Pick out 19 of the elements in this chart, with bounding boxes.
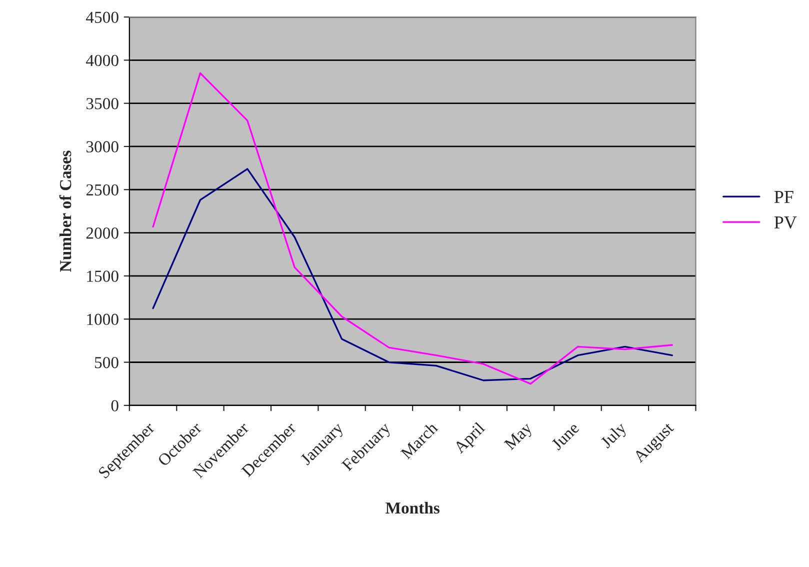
y-tick-label: 2000	[86, 227, 118, 239]
y-tick-label: 4000	[86, 54, 118, 66]
legend-label: PV	[774, 216, 797, 229]
line-series	[152, 72, 673, 385]
x-tick-label: May	[504, 421, 536, 453]
y-tick-label: 4500	[86, 12, 118, 23]
y-tick-label: 1500	[87, 270, 118, 282]
x-axis-title: Months	[386, 502, 440, 514]
x-tick-label: July	[600, 420, 630, 452]
x-tick-label: June	[550, 422, 580, 451]
y-tick-label: 0	[111, 400, 118, 412]
y-tick-label: 2500	[86, 184, 118, 196]
legend-label: PF	[774, 191, 794, 203]
y-tick-label: 500	[94, 356, 118, 368]
y-tick-label: 1000	[87, 314, 118, 326]
y-tick-label: 3000	[86, 141, 118, 152]
line-series	[152, 168, 673, 382]
y-axis-title: Number of Cases	[59, 150, 72, 272]
y-tick-label: 3500	[86, 98, 118, 110]
